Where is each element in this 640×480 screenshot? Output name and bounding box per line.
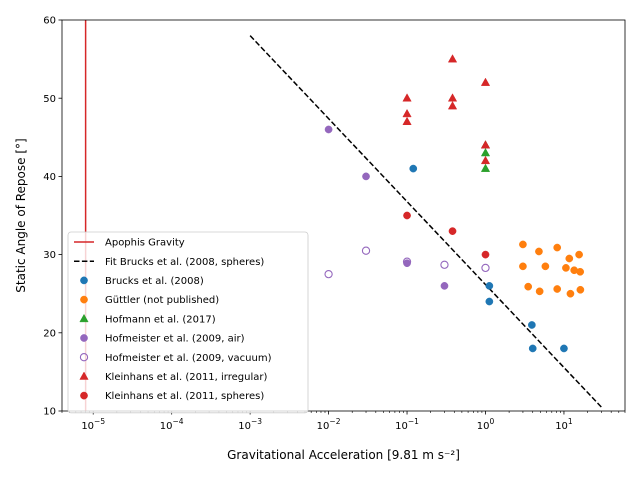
data-point <box>440 260 449 269</box>
legend-entry: Apophis Gravity <box>74 238 185 249</box>
plot-frame <box>61 19 626 412</box>
data-point <box>566 289 575 298</box>
legend-marker-swatch <box>79 313 89 323</box>
data-point <box>402 108 412 118</box>
data-point <box>541 262 550 271</box>
data-point <box>402 93 412 102</box>
data-point <box>535 287 544 296</box>
legend-label: Hofmeister et al. (2009, vacuum) <box>105 353 272 364</box>
data-point <box>485 297 494 306</box>
legend-marker-swatch <box>80 334 88 342</box>
y-tick-label: 50 <box>43 94 56 105</box>
legend-entry: Fit Brucks et al. (2008, spheres) <box>74 257 264 268</box>
data-point <box>447 93 458 102</box>
legend: Apophis Gravity Fit Brucks et al. (2008, … <box>67 231 309 414</box>
data-point <box>576 285 585 294</box>
data-point <box>447 54 458 63</box>
x-tick-label: 10−2 <box>317 417 341 432</box>
legend-entry: Kleinhans et al. (2011, spheres) <box>80 391 264 402</box>
y-tick-label: 30 <box>43 250 56 261</box>
y-axis-label: Static Angle of Repose [°] <box>14 138 28 292</box>
data-point <box>485 282 494 290</box>
data-point <box>553 285 562 293</box>
y-tick-label: 40 <box>43 172 56 183</box>
legend-entry: Kleinhans et al. (2011, irregular) <box>79 371 267 383</box>
data-point <box>448 227 457 235</box>
data-point <box>480 155 491 165</box>
x-tick-label: 10−5 <box>81 417 105 432</box>
data-point <box>524 282 533 291</box>
series-6 <box>403 211 490 259</box>
legend-label: Kleinhans et al. (2011, spheres) <box>105 391 264 402</box>
x-tick-label: 10−1 <box>395 417 419 432</box>
legend-label: Kleinhans et al. (2011, irregular) <box>105 372 267 383</box>
x-tick-label: 101 <box>555 417 573 432</box>
plot-marks <box>84 20 602 411</box>
legend-label: Brucks et al. (2008) <box>105 276 204 287</box>
series-5 <box>402 54 491 165</box>
data-point <box>553 243 562 252</box>
data-point <box>403 211 411 220</box>
data-point <box>576 267 585 276</box>
data-point <box>409 164 418 173</box>
legend-entry: Hofmeister et al. (2009, vacuum) <box>79 353 272 364</box>
legend-marker-swatch <box>80 276 88 285</box>
legend-entry: Hofmann et al. (2017) <box>79 313 216 325</box>
legend-marker-swatch <box>79 353 89 362</box>
data-point <box>535 247 543 256</box>
x-axis-ticks: 10−5 10−4 10−3 10−2 10−1 100 101 <box>61 411 626 432</box>
legend-box <box>67 231 309 414</box>
data-point <box>528 344 537 353</box>
y-tick-label: 60 <box>43 16 56 27</box>
data-point <box>562 264 570 272</box>
y-axis-ticks: 10 20 30 40 50 60 <box>43 16 62 418</box>
legend-entry: Brucks et al. (2008) <box>80 276 204 287</box>
data-point <box>528 321 536 329</box>
legend-label: Hofmann et al. (2017) <box>105 314 216 325</box>
y-tick-label: 20 <box>43 328 56 339</box>
x-tick-label: 10−4 <box>160 417 184 432</box>
data-point <box>440 282 449 290</box>
series-4 <box>324 246 490 279</box>
data-point <box>480 140 491 149</box>
legend-label: Apophis Gravity <box>105 238 185 249</box>
x-axis-label: Gravitational Acceleration [9.81 m s⁻²] <box>227 448 460 462</box>
data-point <box>480 77 491 86</box>
legend-marker-swatch <box>80 295 88 304</box>
data-point <box>324 269 333 279</box>
series-1 <box>519 240 585 298</box>
legend-label: Hofmeister et al. (2009, air) <box>105 334 245 345</box>
legend-entry: Hofmeister et al. (2009, air) <box>80 334 245 345</box>
data-point <box>402 257 412 266</box>
fit-line <box>249 35 602 408</box>
y-tick-label: 10 <box>43 407 56 418</box>
legend-label: Güttler (not published) <box>105 295 219 306</box>
data-point <box>519 262 527 271</box>
series-3 <box>324 125 449 290</box>
data-point <box>402 116 412 125</box>
data-point <box>519 240 527 249</box>
data-point <box>575 250 583 259</box>
legend-entry: Güttler (not published) <box>80 295 219 306</box>
data-point <box>362 172 370 181</box>
data-point <box>447 101 458 110</box>
data-point <box>481 263 490 273</box>
x-tick-label: 10−3 <box>238 417 262 432</box>
legend-marker-swatch <box>80 391 88 400</box>
data-point <box>361 246 371 255</box>
x-tick-label: 100 <box>477 417 495 432</box>
series-0 <box>409 164 568 353</box>
data-point <box>480 148 491 157</box>
data-point <box>481 250 490 259</box>
data-point <box>560 344 568 353</box>
legend-label: Fit Brucks et al. (2008, spheres) <box>105 257 264 268</box>
legend-marker-swatch <box>79 371 89 380</box>
data-point <box>324 125 333 134</box>
data-point <box>565 254 574 263</box>
data-point <box>480 163 491 172</box>
